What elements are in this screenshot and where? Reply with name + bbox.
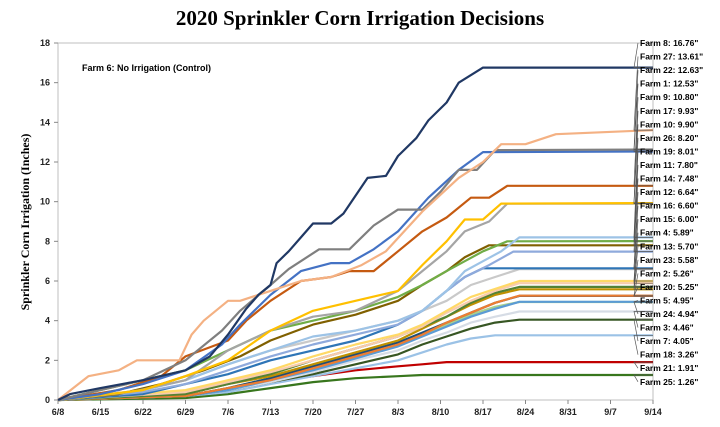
- legend-leader-line: [633, 232, 653, 284]
- series-line-farm-5: [57, 300, 653, 402]
- series-line-farm-26: [57, 236, 653, 402]
- legend-leader-line: [633, 97, 653, 187]
- legend-leader-line: [633, 205, 653, 270]
- legend-entry: Farm 7: 4.05": [640, 336, 694, 346]
- legend-entry: Farm 10: 9.90": [640, 119, 698, 129]
- legend: Farm 8: 16.76" Farm 27: 13.61" Farm 22: 12…: [633, 38, 703, 387]
- legend-entry: Farm 5: 4.95": [640, 295, 694, 305]
- legend-entry: Farm 22: 12.63": [640, 65, 703, 75]
- series-line-farm-8: [57, 66, 653, 401]
- legend-entry: Farm 3: 4.46": [640, 323, 694, 333]
- annotation-text: Farm 6: No Irrigation (Control): [82, 63, 211, 73]
- legend-entry: Farm 21: 1.91": [640, 363, 698, 373]
- legend-entry: Farm 11: 7.80": [640, 160, 698, 170]
- legend-leader-line: [633, 374, 653, 382]
- legend-entry: Farm 20: 5.25": [640, 282, 698, 292]
- y-axis-label: Sprinkler Corn Irrigation (Inches): [18, 134, 32, 311]
- series-line-farm-4: [57, 282, 653, 402]
- series-line-farm-17: [57, 202, 654, 402]
- series-line-farm-24: [57, 300, 653, 402]
- legend-leader-line: [633, 42, 653, 68]
- series-line-farm-2: [57, 294, 653, 402]
- y-tick-label: 2: [45, 355, 50, 365]
- series-line-farm-18: [57, 334, 653, 402]
- y-tick-label: 14: [40, 117, 50, 127]
- legend-leader-line: [633, 178, 653, 252]
- legend-leader-line: [633, 334, 653, 355]
- legend-entry: Farm 27: 13.61": [640, 52, 703, 62]
- series-line-farm-22: [57, 148, 654, 402]
- legend-leader-line: [633, 311, 653, 328]
- legend-entry: Farm 1: 12.53": [640, 79, 698, 89]
- legend-leader-line: [633, 83, 653, 152]
- legend-entry: Farm 2: 5.26": [640, 268, 694, 278]
- legend-leader-line: [633, 286, 653, 297]
- x-tick-label: 7/27: [347, 407, 365, 417]
- x-tick-label: 6/22: [134, 407, 152, 417]
- x-tick-label: 8/17: [474, 407, 492, 417]
- x-tick-label: 7/6: [222, 407, 235, 417]
- legend-entry: Farm 23: 5.58": [640, 255, 698, 265]
- x-tick-label: 8/3: [392, 407, 405, 417]
- y-tick-label: 10: [40, 197, 50, 207]
- legend-leader-line: [633, 301, 653, 315]
- plot-area: [57, 42, 654, 401]
- legend-entry: Farm 24: 4.94": [640, 309, 698, 319]
- legend-entry: Farm 12: 6.64": [640, 187, 698, 197]
- legend-entry: Farm 9: 10.80": [640, 92, 698, 102]
- x-tick-label: 8/24: [517, 407, 535, 417]
- legend-entry: Farm 17: 9.93": [640, 106, 698, 116]
- y-tick-label: 18: [40, 38, 50, 48]
- legend-leader-line: [633, 361, 653, 369]
- legend-entry: Farm 25: 1.26": [640, 377, 698, 387]
- x-tick-label: 8/10: [432, 407, 450, 417]
- x-tick-label: 8/31: [559, 407, 577, 417]
- legend-entry: Farm 13: 5.70": [640, 241, 698, 251]
- x-tick-label: 7/13: [262, 407, 280, 417]
- legend-entry: Farm 19: 8.01": [640, 146, 698, 156]
- legend-entry: Farm 26: 8.20": [640, 133, 698, 143]
- legend-entry: Farm 18: 3.26": [640, 350, 698, 360]
- legend-leader-line: [633, 124, 653, 204]
- series-line-farm-25: [57, 373, 653, 402]
- y-tick-label: 8: [45, 236, 50, 246]
- x-tick-label: 6/29: [177, 407, 195, 417]
- y-tick-label: 4: [45, 316, 50, 326]
- series-line-farm-1: [57, 150, 654, 402]
- x-tick-label: 7/20: [304, 407, 322, 417]
- axes: 0 2 4 6 8 10 12 14 16 18 6/8 6/15 6/22 6/29 7/6 7/13 7/2…: [40, 38, 662, 417]
- x-tick-label: 6/15: [92, 407, 110, 417]
- legend-entry: Farm 16: 6.60": [640, 201, 698, 211]
- y-tick-label: 12: [40, 157, 50, 167]
- series-line-farm-14: [57, 250, 653, 402]
- legend-leader-line: [633, 259, 653, 290]
- x-tick-label: 6/8: [52, 407, 65, 417]
- legend-leader-line: [633, 319, 653, 342]
- y-tick-label: 16: [40, 78, 50, 88]
- series-line-farm-15: [57, 279, 653, 402]
- legend-entry: Farm 15: 6.00": [640, 214, 698, 224]
- x-tick-label: 9/7: [604, 407, 617, 417]
- series-line-farm-10: [57, 202, 653, 402]
- legend-entry: Farm 8: 16.76": [640, 38, 698, 48]
- x-tick-label: 9/14: [644, 407, 662, 417]
- series-lines: [57, 66, 654, 402]
- legend-entry: Farm 14: 7.48": [640, 174, 698, 184]
- series-line-farm-27: [57, 129, 654, 401]
- legend-entry: Farm 4: 5.89": [640, 228, 694, 238]
- legend-leader-line: [633, 56, 653, 131]
- chart-title: 2020 Sprinkler Corn Irrigation Decisions: [175, 6, 545, 30]
- y-tick-label: 6: [45, 276, 50, 286]
- y-tick-label: 0: [45, 395, 50, 405]
